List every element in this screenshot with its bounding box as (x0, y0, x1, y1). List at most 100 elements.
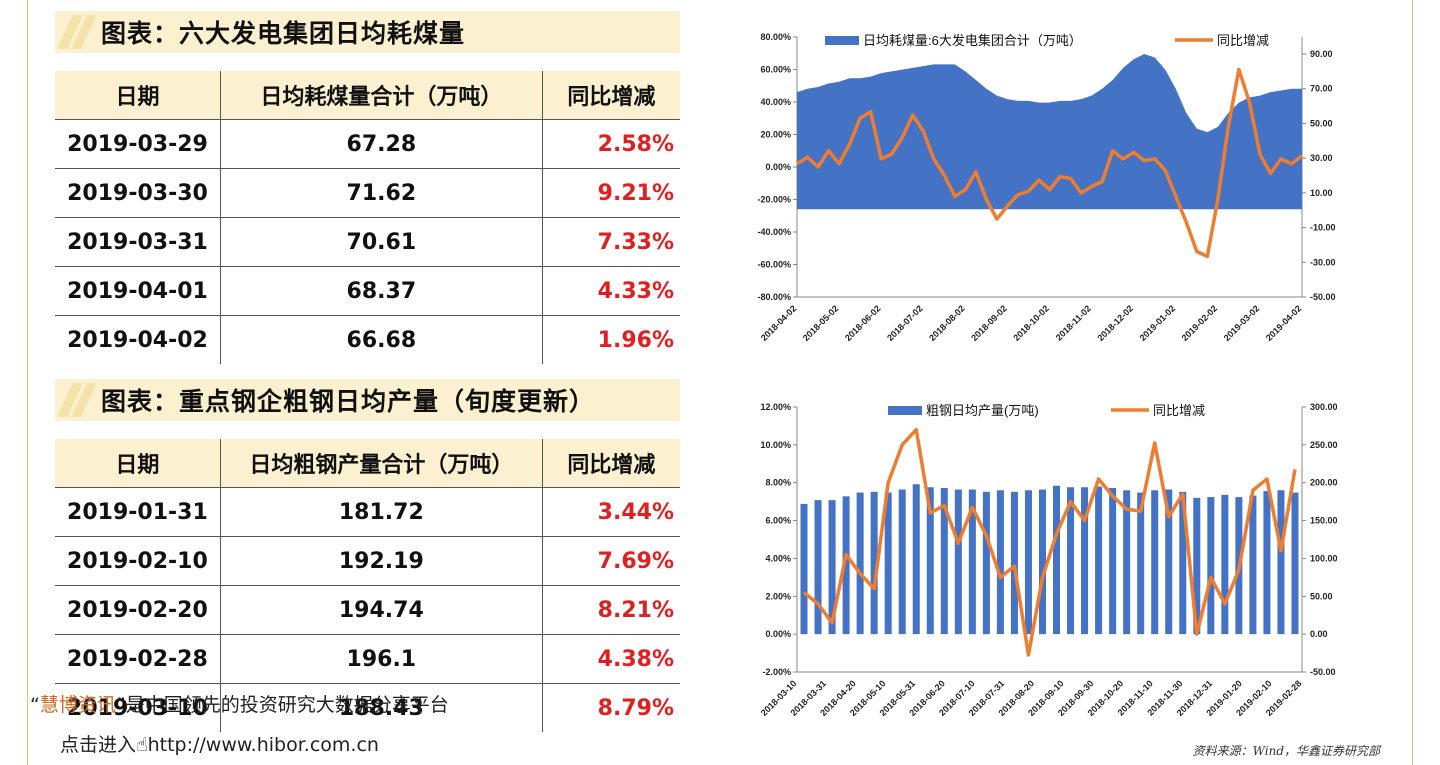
cell-amount: 181.72 (219, 487, 543, 537)
col-header-date: 日期 (55, 439, 221, 488)
y-left-tick-label: 60.00% (760, 65, 791, 75)
steel-bar (898, 489, 906, 635)
table-row: 2019-04-02 66.68 1.96% (55, 315, 680, 364)
y-left-tick-label: 0.00% (765, 629, 791, 639)
steel-bar (926, 487, 934, 635)
cell-yoy: 3.44% (542, 487, 680, 537)
left-border-line (27, 0, 28, 765)
steel-bar (912, 484, 920, 635)
col-header-yoy: 同比增减 (542, 71, 680, 120)
steel-bar (1165, 489, 1173, 635)
cell-yoy: 4.33% (542, 266, 680, 316)
steel-bar (1151, 490, 1159, 635)
y-left-tick-label: 8.00% (765, 478, 791, 488)
steel-bar (1207, 497, 1215, 635)
steel-bar (1095, 486, 1103, 635)
y-left-tick-label: -20.00% (757, 195, 791, 205)
steel-bar (1249, 495, 1257, 635)
steel-bar (800, 503, 808, 635)
section2-title: 图表：重点钢企粗钢日均产量（旬度更新） (101, 387, 596, 416)
coal-chart-svg: 80.00% 60.00% 40.00% 20.00% 0.00% -20.00% -40.… (757, 32, 1336, 343)
source-note: 资料来源：Wind，华鑫证券研究部 (1192, 744, 1380, 758)
y-right-tick-label: 30.00 (1310, 153, 1333, 163)
x-tick-label: 2019-01-02 (1138, 303, 1178, 343)
coal-area-series (797, 54, 1302, 210)
y-right-tick-label: 200.00 (1310, 478, 1338, 488)
y-left-tick-label: 0.00% (765, 162, 791, 172)
cell-date: 2019-03-31 (55, 217, 221, 267)
legend-label: 同比增减 (1217, 33, 1269, 48)
y-right-tick-label: 10.00 (1310, 188, 1333, 198)
steel-bar (1193, 497, 1201, 635)
y-right-tick-label: 300.00 (1310, 402, 1338, 412)
cell-yoy: 1.96% (597, 327, 674, 353)
title-slash-icon (55, 379, 101, 421)
col-header-yoy: 同比增减 (542, 439, 680, 488)
y-left-tick-label: 40.00% (760, 97, 791, 107)
y-right-tick-label: 250.00 (1310, 440, 1338, 450)
y-left-tick-label: -40.00% (757, 227, 791, 237)
right-border-line (1412, 0, 1413, 765)
x-tick-label: 2018-06-02 (843, 303, 883, 343)
steel-bar (1221, 494, 1229, 635)
x-tick-label: 2019-03-02 (1222, 303, 1262, 343)
steel-bar (1291, 492, 1299, 635)
y-left-tick-label: 80.00% (760, 32, 791, 42)
y-right-tick-label: 150.00 (1310, 516, 1338, 526)
steel-bar (1024, 490, 1032, 635)
y-right-tick-label: -10.00 (1310, 223, 1336, 233)
cell-date: 2019-03-29 (55, 119, 221, 169)
yoy-line-series (802, 427, 1297, 657)
table-row: 2019-02-28 196.1 4.38% (55, 634, 680, 684)
table-row: 2019-03-10 188.43 8.79% (55, 683, 680, 732)
steel-bar (1038, 489, 1046, 635)
cell-yoy: 4.38% (542, 634, 680, 684)
y-right-tick-label: 70.00 (1310, 84, 1333, 94)
y-left-tick-label: -60.00% (757, 260, 791, 270)
section1-title: 图表：六大发电集团日均耗煤量 (101, 19, 466, 48)
steel-bar (1123, 490, 1131, 635)
y-left-tick-label: 6.00% (765, 516, 791, 526)
section2-title-bar: 图表：重点钢企粗钢日均产量（旬度更新） (55, 379, 680, 421)
steel-bar (842, 496, 850, 635)
table-row: 2019-02-20 194.74 8.21% (55, 585, 680, 635)
steel-bar (1053, 485, 1061, 635)
steel-bar (1179, 491, 1187, 635)
hand-pointer-icon: ☝ (136, 734, 148, 756)
legend-bar-swatch (825, 36, 859, 45)
y-right-tick-label: 90.00 (1310, 49, 1333, 59)
cell-yoy: 7.69% (542, 536, 680, 586)
y-left-tick-label: 2.00% (765, 591, 791, 601)
steel-bar (856, 492, 864, 635)
cell-yoy: 2.58% (542, 119, 680, 169)
table-row: 2019-01-31 181.72 3.44% (55, 487, 680, 537)
cell-amount: 66.68 (219, 315, 543, 364)
y-left-tick-label: 12.00% (760, 402, 791, 412)
title-slash-icon (55, 11, 101, 53)
y-right-tick-label: -50.00 (1310, 292, 1336, 302)
col-header-amount: 日均耗煤量合计（万吨） (219, 71, 543, 120)
x-tick-label: 2018-07-02 (885, 303, 925, 343)
steel-bar (982, 491, 990, 635)
col-header-date: 日期 (55, 71, 221, 120)
footer-link[interactable]: http://www.hibor.com.cn (147, 734, 379, 756)
steel-bar (1010, 491, 1018, 635)
footer-link-row[interactable]: 点击进入☝http://www.hibor.com.cn (60, 730, 379, 757)
cell-date: 2019-04-01 (55, 266, 221, 316)
steel-bar (940, 488, 948, 635)
cell-date: 2019-01-31 (55, 487, 221, 537)
x-tick-label: 2018-11-02 (1054, 303, 1093, 342)
cell-yoy: 9.21% (542, 168, 680, 218)
steel-bar (1081, 487, 1089, 635)
cell-yoy: 8.79% (597, 695, 674, 721)
y-left-tick-label: 20.00% (760, 130, 791, 140)
steel-bar (1109, 488, 1117, 635)
y-left-tick-label: -80.00% (757, 292, 791, 302)
cell-date: 2019-02-20 (55, 585, 221, 635)
x-tick-label: 2018-12-02 (1095, 303, 1135, 343)
steel-bar (954, 489, 962, 635)
y-left-tick-label: 10.00% (760, 440, 791, 450)
legend-label: 日均耗煤量:6大发电集团合计（万吨） (863, 33, 1082, 48)
cell-date: 2019-02-28 (55, 634, 221, 684)
x-tick-label: 2018-08-02 (927, 303, 967, 343)
